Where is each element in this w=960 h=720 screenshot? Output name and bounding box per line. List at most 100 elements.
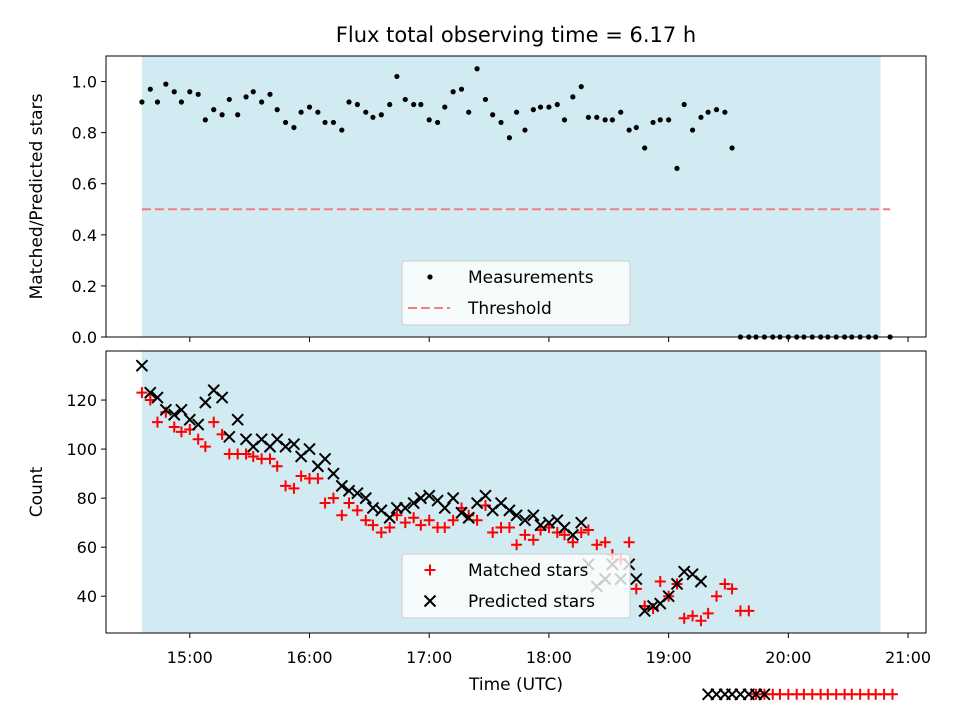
measurement-point bbox=[411, 101, 417, 108]
matched-star-point bbox=[423, 514, 435, 526]
predicted-star-point bbox=[359, 491, 372, 505]
measurement-point bbox=[211, 107, 217, 113]
measurement-point bbox=[594, 114, 600, 120]
predicted-star-point bbox=[175, 403, 188, 417]
count-y-ticks: 40 60 80 100 120 bbox=[66, 391, 106, 606]
matched-star-point bbox=[711, 590, 723, 602]
predicted-star-point bbox=[303, 442, 316, 456]
count-panel: 40 60 80 100 120 15:00 16:00 17:00 18:00 19:00 20… bbox=[27, 350, 931, 701]
measurement-point bbox=[450, 89, 456, 95]
predicted-star-point bbox=[223, 430, 236, 444]
x-tick-label: 15:00 bbox=[167, 648, 213, 667]
measurement-point bbox=[530, 107, 536, 113]
y-tick-label: 0.2 bbox=[72, 277, 97, 296]
measurement-point bbox=[426, 117, 432, 123]
predicted-star-point bbox=[191, 418, 205, 431]
measurement-point bbox=[474, 66, 480, 72]
matched-star-point bbox=[343, 497, 355, 509]
matched-star-point bbox=[175, 426, 187, 438]
legend-label: Matched stars bbox=[468, 561, 588, 581]
predicted-star-point bbox=[335, 479, 349, 493]
x-tick-label: 17:00 bbox=[406, 648, 452, 667]
measurement-point bbox=[370, 114, 376, 120]
legend-measurement-marker bbox=[427, 274, 433, 280]
matched-star-point bbox=[702, 607, 714, 619]
measurement-point bbox=[187, 89, 193, 95]
measurement-point bbox=[633, 124, 639, 131]
y-tick-label: 120 bbox=[66, 391, 97, 410]
measurement-point bbox=[513, 109, 520, 115]
legend-label: Predicted stars bbox=[468, 592, 595, 612]
matched-star-point bbox=[208, 416, 220, 428]
matched-star-point bbox=[199, 441, 211, 453]
matched-star-point bbox=[503, 522, 515, 534]
matched-star-point bbox=[471, 514, 483, 526]
x-axis-label: Time (UTC) bbox=[468, 675, 563, 695]
predicted-star-point bbox=[144, 386, 157, 399]
measurement-point bbox=[178, 99, 185, 105]
measurement-point bbox=[498, 119, 504, 126]
matched-star-point bbox=[295, 470, 307, 482]
ratio-y-axis-label: Matched/Predicted stars bbox=[27, 93, 47, 299]
measurement-point bbox=[657, 117, 663, 123]
matched-star-point bbox=[447, 514, 459, 526]
y-tick-label: 80 bbox=[77, 489, 97, 508]
measurement-point bbox=[267, 91, 273, 97]
predicted-star-point bbox=[407, 496, 420, 510]
matched-star-point bbox=[360, 514, 372, 526]
matched-star-point bbox=[527, 534, 539, 546]
predicted-star-point bbox=[503, 504, 516, 517]
matched-star-point bbox=[511, 539, 523, 551]
predicted-star-point bbox=[151, 391, 164, 404]
measurement-point bbox=[705, 109, 711, 115]
matched-star-point bbox=[591, 539, 603, 551]
measurement-point bbox=[546, 104, 552, 110]
predicted-star-point bbox=[566, 528, 580, 542]
predicted-star-point bbox=[758, 688, 771, 701]
matched-star-point bbox=[695, 615, 707, 627]
legend-box bbox=[401, 553, 631, 619]
predicted-star-point bbox=[455, 506, 468, 520]
matched-star-point bbox=[336, 509, 348, 521]
matched-star-point bbox=[271, 460, 283, 472]
measurement-point bbox=[354, 101, 360, 108]
predicted-star-point bbox=[638, 604, 651, 618]
measurement-point bbox=[418, 101, 424, 108]
x-tick-label: 18:00 bbox=[526, 648, 572, 667]
matched-star-point bbox=[136, 387, 148, 399]
matched-star-point bbox=[399, 517, 411, 529]
matched-star-point bbox=[567, 536, 579, 548]
predicted-star-point bbox=[479, 489, 492, 502]
measurement-point bbox=[291, 124, 297, 131]
measurement-point bbox=[219, 112, 225, 118]
measurement-point bbox=[330, 119, 337, 126]
measurement-point bbox=[259, 99, 265, 105]
matched-star-point bbox=[384, 522, 396, 534]
matched-star-point bbox=[312, 473, 324, 485]
predicted-star-point bbox=[575, 516, 588, 529]
ratio-x-ticks bbox=[189, 337, 909, 342]
matched-star-point bbox=[168, 421, 180, 433]
predicted-star-point bbox=[183, 413, 197, 426]
measurement-point bbox=[402, 96, 408, 103]
ratio-axes-frame bbox=[105, 55, 927, 338]
predicted-star-point bbox=[399, 501, 412, 515]
matched-star-point bbox=[264, 453, 276, 465]
measurement-point bbox=[618, 109, 624, 115]
matched-star-point bbox=[439, 522, 451, 534]
measurement-point bbox=[387, 101, 393, 108]
matched-star-point bbox=[687, 610, 699, 622]
measurement-point bbox=[235, 112, 241, 118]
x-tick-label: 21:00 bbox=[885, 648, 931, 667]
matched-star-point bbox=[678, 612, 690, 624]
predicted-star-point bbox=[423, 489, 436, 502]
matched-star-point bbox=[487, 526, 499, 538]
measurement-point bbox=[650, 119, 656, 126]
matched-star-point bbox=[408, 512, 420, 524]
measurement-point bbox=[339, 127, 345, 133]
predicted-star-point bbox=[199, 396, 212, 409]
matched-star-point bbox=[599, 536, 611, 548]
y-tick-label: 60 bbox=[77, 538, 97, 557]
matched-star-point bbox=[558, 529, 570, 541]
